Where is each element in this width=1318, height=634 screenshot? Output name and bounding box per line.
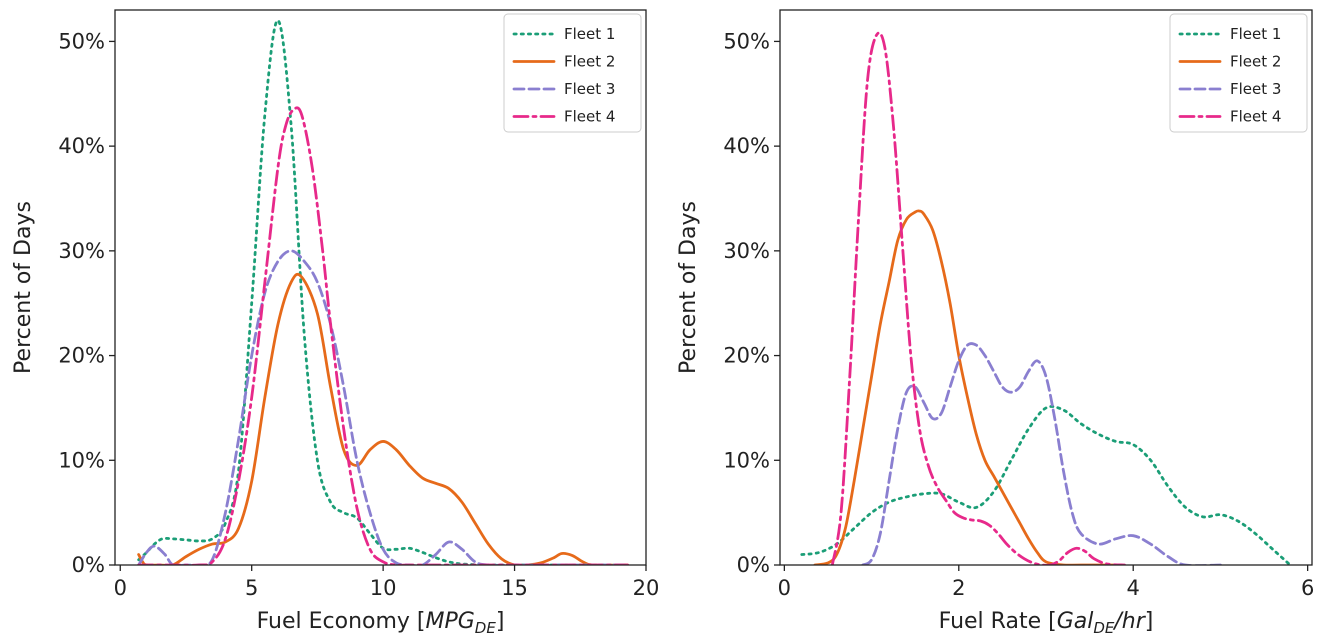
x-tick-label: 0 xyxy=(114,576,127,600)
y-tick-label: 10% xyxy=(58,448,105,472)
axes-frame xyxy=(114,9,647,566)
axes-frame xyxy=(779,9,1313,566)
y-tick-label: 50% xyxy=(58,29,105,53)
legend-label: Fleet 3 xyxy=(564,80,615,98)
y-tick-label: 40% xyxy=(723,134,770,158)
series-line-fleet-4 xyxy=(830,31,1126,565)
series-line-fleet-1 xyxy=(137,19,629,565)
x-axis-label: Fuel Economy [MPGDE] xyxy=(257,609,505,634)
legend-box xyxy=(503,13,642,133)
y-tick-label: 40% xyxy=(58,134,105,158)
series-line-fleet-3 xyxy=(137,249,629,565)
series-group xyxy=(800,31,1292,565)
legend-label: Fleet 1 xyxy=(1230,25,1281,43)
y-tick-label: 10% xyxy=(723,448,770,472)
legend-label: Fleet 2 xyxy=(564,53,615,71)
y-tick-label: 0% xyxy=(72,553,105,577)
y-tick-label: 20% xyxy=(58,344,105,368)
y-tick-label: 30% xyxy=(723,239,770,263)
legend: Fleet 1 Fleet 2 Fleet 3 Fleet 4 xyxy=(1169,13,1308,133)
y-tick-label: 20% xyxy=(723,344,770,368)
series-line-fleet-2 xyxy=(137,272,629,565)
legend-label: Fleet 4 xyxy=(564,108,615,126)
series-line-fleet-3 xyxy=(861,342,1222,565)
x-tick-label: 15 xyxy=(501,576,528,600)
chart-panel-1: 0 5 10 15 20 0% 10% 20% 30% 40% 50% Fuel Economy [M… xyxy=(11,9,660,634)
series-group xyxy=(137,19,629,565)
x-axis-label: Fuel Rate [GalDE/hr] xyxy=(939,609,1154,634)
x-tick-label: 0 xyxy=(778,576,791,600)
x-tick-label: 20 xyxy=(633,576,660,600)
y-tick-label: 30% xyxy=(58,239,105,263)
x-tick-label: 5 xyxy=(245,576,258,600)
legend-label: Fleet 3 xyxy=(1230,80,1281,98)
y-tick-label: 50% xyxy=(723,29,770,53)
legend-label: Fleet 1 xyxy=(564,25,615,43)
x-tick-label: 4 xyxy=(1127,576,1140,600)
chart-panel-2: 0 2 4 6 0% 10% 20% 30% 40% 50% Fuel Rate [GalDE/hr… xyxy=(676,9,1314,634)
x-tick-label: 10 xyxy=(370,576,397,600)
series-line-fleet-1 xyxy=(800,405,1292,565)
series-line-fleet-4 xyxy=(137,106,629,565)
series-line-fleet-2 xyxy=(813,209,1118,565)
legend: Fleet 1 Fleet 2 Fleet 3 Fleet 4 xyxy=(503,13,642,133)
legend-label: Fleet 2 xyxy=(1230,53,1281,71)
legend-box xyxy=(1169,13,1308,133)
y-axis-label: Percent of Days xyxy=(11,201,36,374)
x-tick-label: 6 xyxy=(1301,576,1314,600)
y-axis-label: Percent of Days xyxy=(676,201,701,374)
x-tick-label: 2 xyxy=(952,576,965,600)
y-tick-label: 0% xyxy=(737,553,770,577)
legend-label: Fleet 4 xyxy=(1230,108,1281,126)
